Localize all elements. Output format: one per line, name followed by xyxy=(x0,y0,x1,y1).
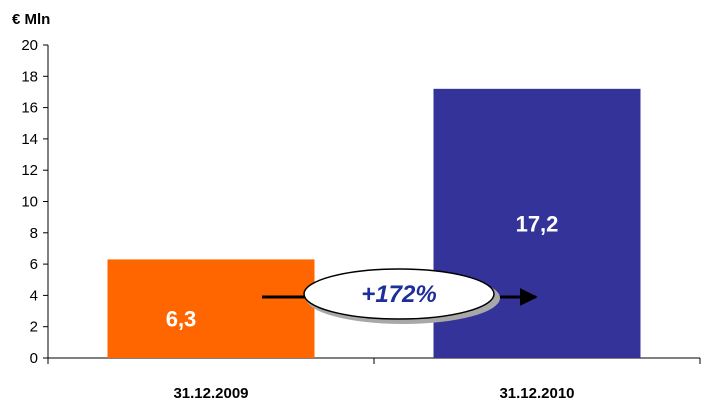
y-tick-label: 10 xyxy=(21,194,38,211)
y-tick-label: 6 xyxy=(30,256,38,273)
growth-ellipse xyxy=(303,268,495,320)
y-tick-label: 20 xyxy=(21,37,38,54)
y-tick-label: 16 xyxy=(21,100,38,117)
y-tick-label: 12 xyxy=(21,162,38,179)
growth-annotation: +172% xyxy=(262,268,538,324)
data-labels: 6,3 17,2 xyxy=(166,211,559,331)
y-tick-label: 0 xyxy=(30,350,38,367)
bar-value-label: 6,3 xyxy=(166,307,197,332)
y-tick-label: 14 xyxy=(21,131,38,148)
y-axis: 0 2 4 6 8 10 12 14 16 18 20 xyxy=(21,37,49,367)
bars xyxy=(107,88,641,358)
x-axis: 31.12.2009 31.12.2010 xyxy=(47,357,701,402)
bar-value-label: 17,2 xyxy=(516,211,559,236)
y-tick-label: 2 xyxy=(30,319,38,336)
y-tick-label: 4 xyxy=(30,287,38,304)
growth-label: +172% xyxy=(361,281,436,308)
y-tick-label: 18 xyxy=(21,68,38,85)
x-category-label: 31.12.2009 xyxy=(173,385,248,402)
bar xyxy=(107,259,315,358)
x-category-label: 31.12.2010 xyxy=(499,385,574,402)
y-tick-label: 8 xyxy=(30,225,38,242)
unit-label: € Mln xyxy=(12,11,50,28)
